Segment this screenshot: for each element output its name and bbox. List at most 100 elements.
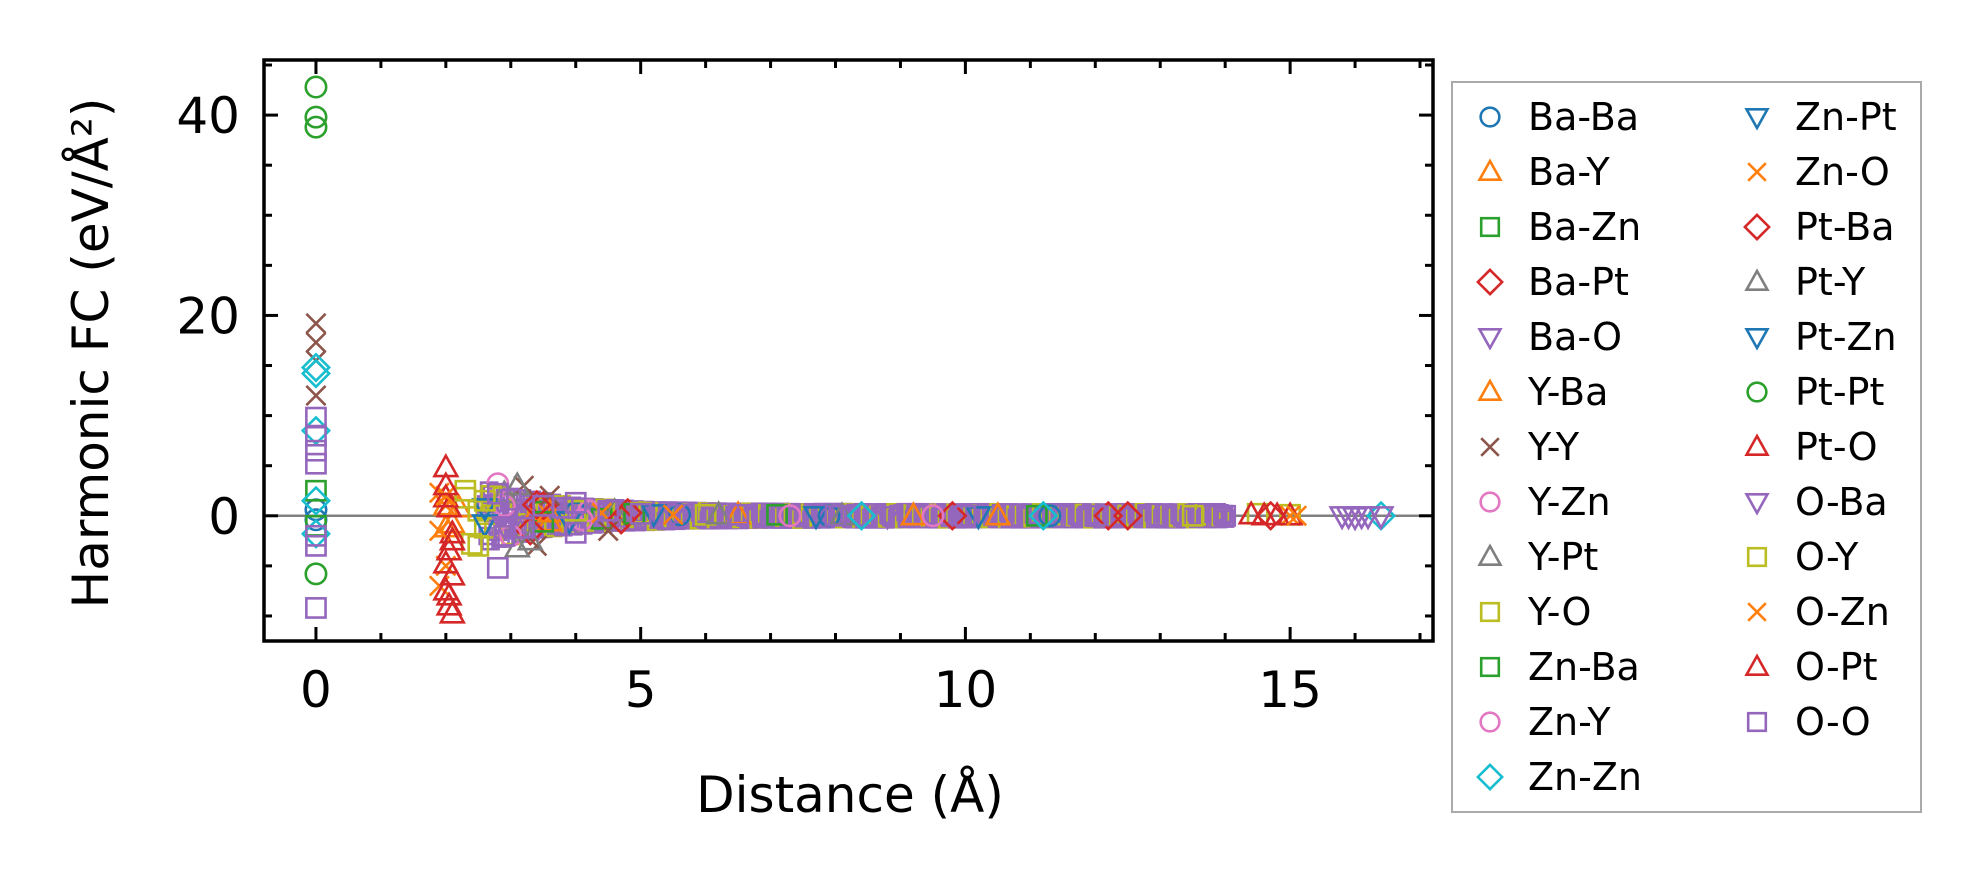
data-point bbox=[499, 488, 522, 511]
legend-label: O-Zn bbox=[1795, 590, 1890, 634]
x-tick-label: 5 bbox=[625, 661, 657, 719]
legend-item: Pt-O bbox=[1744, 425, 1878, 469]
data-point bbox=[1214, 504, 1237, 527]
legend-item: Pt-Pt bbox=[1746, 370, 1884, 414]
legend-label: O-Pt bbox=[1795, 645, 1878, 689]
data-point bbox=[802, 506, 830, 531]
data-point bbox=[300, 485, 331, 516]
legend-marker bbox=[1479, 216, 1501, 238]
legend-label: Zn-O bbox=[1795, 150, 1890, 194]
legend-marker bbox=[1746, 381, 1768, 403]
legend-marker bbox=[1744, 268, 1770, 292]
data-point bbox=[304, 562, 328, 586]
series-zn-y bbox=[492, 494, 945, 532]
data-point bbox=[486, 482, 509, 505]
data-point bbox=[305, 312, 327, 334]
series-pt-pt bbox=[304, 75, 328, 586]
data-point bbox=[515, 515, 546, 546]
data-point bbox=[564, 491, 587, 514]
data-point bbox=[640, 504, 668, 529]
legend-marker bbox=[1479, 491, 1501, 513]
legend-label: Pt-Y bbox=[1795, 260, 1866, 304]
data-point bbox=[305, 534, 327, 557]
x-tick-label: 0 bbox=[300, 661, 332, 719]
data-point bbox=[1038, 504, 1062, 528]
x-tick-label: 15 bbox=[1258, 661, 1322, 719]
series-pt-y bbox=[503, 471, 733, 551]
y-tick-label: 40 bbox=[176, 87, 240, 145]
data-point bbox=[428, 520, 450, 542]
data-point bbox=[727, 503, 749, 526]
legend-marker bbox=[1477, 378, 1503, 402]
data-point bbox=[305, 424, 327, 447]
legend-marker bbox=[1744, 492, 1770, 516]
x-axis-label: Distance (Å) bbox=[696, 766, 1004, 824]
data-point bbox=[778, 504, 802, 528]
legend-label: Ba-Ba bbox=[1528, 95, 1639, 139]
data-point bbox=[486, 556, 509, 579]
legend-item: Zn-Pt bbox=[1744, 95, 1897, 139]
data-point bbox=[305, 439, 327, 462]
data-point bbox=[305, 331, 327, 354]
legend-item: Ba-Ba bbox=[1479, 95, 1639, 139]
legend-item: Pt-Zn bbox=[1744, 315, 1897, 359]
legend-marker bbox=[1477, 158, 1503, 181]
legend-item: Pt-Ba bbox=[1743, 205, 1895, 249]
data-point bbox=[473, 489, 496, 512]
legend-item: Zn-Y bbox=[1479, 700, 1611, 744]
data-point bbox=[432, 483, 460, 508]
series-o-ba bbox=[490, 506, 1395, 541]
legend-label: Y-O bbox=[1527, 590, 1591, 634]
legend-item: Y-Ba bbox=[1477, 370, 1608, 414]
legend-marker bbox=[1747, 162, 1767, 182]
data-point bbox=[1237, 500, 1265, 525]
data-point bbox=[629, 502, 652, 525]
data-point bbox=[435, 485, 457, 507]
data-point bbox=[432, 549, 460, 574]
legend-label: O-Y bbox=[1795, 535, 1859, 579]
legend-label: O-Ba bbox=[1795, 480, 1888, 524]
data-point bbox=[1112, 500, 1143, 531]
legend-label: Pt-O bbox=[1795, 425, 1878, 469]
data-point bbox=[521, 489, 552, 520]
data-point bbox=[526, 535, 548, 557]
data-point bbox=[1028, 500, 1059, 531]
series-o-o bbox=[305, 406, 1237, 619]
data-point bbox=[921, 504, 945, 528]
data-point bbox=[305, 479, 327, 502]
data-point bbox=[490, 516, 518, 541]
data-point bbox=[438, 526, 466, 551]
legend-label: Ba-Pt bbox=[1528, 260, 1629, 304]
legend-item: Zn-O bbox=[1747, 150, 1890, 194]
legend-item: O-Zn bbox=[1747, 590, 1890, 634]
data-point bbox=[460, 532, 483, 555]
legend-item: O-Ba bbox=[1744, 480, 1888, 524]
legend-marker bbox=[1477, 543, 1503, 567]
data-point bbox=[432, 471, 460, 496]
data-point bbox=[305, 452, 327, 475]
legend-marker bbox=[1479, 711, 1501, 733]
legend-marker bbox=[1746, 546, 1768, 568]
data-point bbox=[1250, 501, 1278, 526]
legend-item: Y-O bbox=[1479, 590, 1591, 634]
data-point bbox=[1181, 504, 1204, 527]
legend-marker bbox=[1744, 433, 1770, 457]
series-pt-o bbox=[432, 453, 1304, 624]
data-point bbox=[564, 521, 587, 544]
legend-marker bbox=[1479, 601, 1501, 623]
data-point bbox=[704, 500, 733, 525]
data-point bbox=[503, 471, 531, 496]
data-point bbox=[597, 520, 619, 542]
legend-item: Ba-Zn bbox=[1479, 205, 1641, 249]
data-point bbox=[1255, 500, 1286, 531]
legend-label: Ba-O bbox=[1528, 315, 1622, 359]
legend-marker bbox=[1744, 108, 1770, 131]
legend-item: Ba-Y bbox=[1477, 150, 1611, 194]
legend-marker bbox=[1479, 106, 1501, 128]
y-tick-label: 20 bbox=[176, 287, 240, 345]
data-point bbox=[300, 358, 331, 389]
data-point bbox=[438, 561, 466, 586]
legend-item: Pt-Y bbox=[1744, 260, 1866, 304]
legend-marker bbox=[1744, 653, 1770, 677]
legend-marker bbox=[1744, 327, 1770, 351]
